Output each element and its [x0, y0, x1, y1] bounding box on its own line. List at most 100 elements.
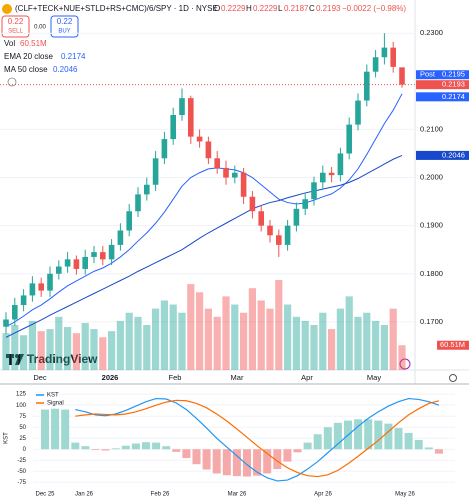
candle-body: [135, 194, 141, 212]
sell-button[interactable]: [1, 15, 30, 38]
candle-body: [337, 153, 344, 176]
volume-bar: [81, 322, 89, 370]
histogram-bar: [81, 446, 90, 450]
histogram-bar: [232, 449, 241, 477]
header: (CLF+TECK+NUE+STLD+RS+CMC)/6/SPY · 1D · …: [1, 4, 406, 87]
volume-bar: [345, 296, 353, 370]
volume-bar: [125, 312, 133, 370]
y-tick-label: -75: [17, 480, 26, 486]
y-tick-label: -50: [17, 469, 26, 475]
volume-bar: [398, 345, 406, 370]
candle-body: [100, 252, 106, 260]
candle-body: [196, 136, 203, 142]
y-tick-label: 0.2000: [420, 173, 443, 182]
candle-body: [152, 158, 159, 185]
volume-bar: [160, 300, 168, 370]
candle-body: [56, 266, 62, 274]
close-price-badge: [416, 80, 469, 90]
volume-bar: [64, 327, 72, 370]
buy-button[interactable]: [50, 15, 79, 38]
volume-bar: [354, 316, 362, 370]
candle-body: [284, 225, 291, 245]
candle-body: [372, 57, 379, 72]
candle-body: [267, 225, 273, 236]
buy-label[interactable]: BUY: [58, 29, 70, 35]
indicator-line: [75, 397, 440, 482]
spread: 0.00: [34, 25, 46, 31]
candle-body: [82, 256, 88, 269]
candle-body: [399, 67, 405, 85]
ma-value: 0.2046: [53, 65, 78, 74]
vol-value: 60.51M: [20, 39, 47, 48]
histogram-bar: [323, 427, 332, 450]
histogram-bar: [41, 409, 49, 450]
volume-bar: [372, 320, 380, 370]
histogram-bar: [162, 446, 171, 450]
x-tick-label: May: [367, 373, 381, 382]
histogram-bar: [414, 439, 423, 450]
candle-body: [179, 98, 185, 115]
histogram-bar: [61, 409, 70, 450]
sell-price[interactable]: 0.22: [8, 17, 24, 26]
events-icon[interactable]: [399, 358, 411, 370]
candle-body: [205, 141, 212, 159]
h-value: 0.2229: [253, 4, 278, 13]
histogram-bar: [424, 447, 433, 450]
indicator-line: [75, 399, 440, 478]
y-tick-label: 0.1700: [420, 317, 443, 326]
volume-bar: [55, 316, 63, 370]
logo-mark: [9, 354, 12, 365]
candle-body: [64, 259, 71, 267]
ema-price-badge: [416, 92, 469, 102]
volume-bar: [152, 308, 160, 370]
volume-bar: [37, 331, 45, 370]
volume-bar: [380, 325, 388, 370]
candle-body: [223, 167, 229, 178]
y-tick-label: 75: [19, 414, 26, 420]
histogram-bar: [333, 422, 342, 450]
volume-bar: [284, 304, 292, 370]
histogram-bar: [182, 449, 191, 459]
settings-icon[interactable]: [449, 374, 457, 382]
symbol: (CLF+TECK+NUE+STLD+RS+CMC)/6/SPY · 1D · …: [15, 4, 218, 13]
sell-label[interactable]: SELL: [8, 29, 23, 35]
candle-body: [258, 211, 264, 226]
volume-bar: [248, 288, 256, 370]
ma-price-label: 0.2046: [442, 150, 465, 159]
buy-price[interactable]: 0.22: [57, 17, 73, 26]
histogram-bar: [404, 432, 413, 450]
candle-body: [20, 295, 27, 306]
volume-bar: [222, 296, 230, 370]
histogram-bar: [394, 428, 403, 450]
volume-bar: [363, 312, 371, 370]
x-tick-label: Dec 25: [35, 492, 55, 498]
x-tick-label: Feb: [169, 373, 182, 382]
histogram-bar: [192, 449, 201, 465]
l-label: L: [278, 4, 283, 13]
symbol-icon: [2, 4, 12, 14]
candle-body: [38, 283, 44, 291]
candle-body: [390, 47, 396, 67]
volume-bar: [99, 337, 107, 370]
volume-bar: [266, 308, 274, 370]
logo-mark: [15, 354, 24, 365]
x-tick-label: Jan 26: [75, 492, 94, 498]
volume-bar: [240, 312, 248, 370]
y-tick-label: 125: [16, 392, 27, 398]
volume-bar: [116, 320, 124, 370]
x-tick-label: Mar 26: [228, 492, 247, 498]
y-tick-label: -25: [17, 458, 26, 464]
volume-bar: [275, 280, 283, 370]
candle-body: [346, 124, 352, 154]
candle-body: [302, 199, 308, 209]
moving-average: [5, 93, 403, 328]
ema-label: EMA 20 close: [4, 52, 53, 61]
volume-label: 60.51M: [440, 340, 465, 349]
moving-average: [5, 154, 403, 338]
volume-bar: [134, 316, 142, 370]
x-tick-label: Mar: [231, 373, 244, 382]
volume-bar: [301, 320, 309, 370]
collapse-button[interactable]: [7, 77, 17, 87]
volume-bar: [108, 331, 116, 370]
